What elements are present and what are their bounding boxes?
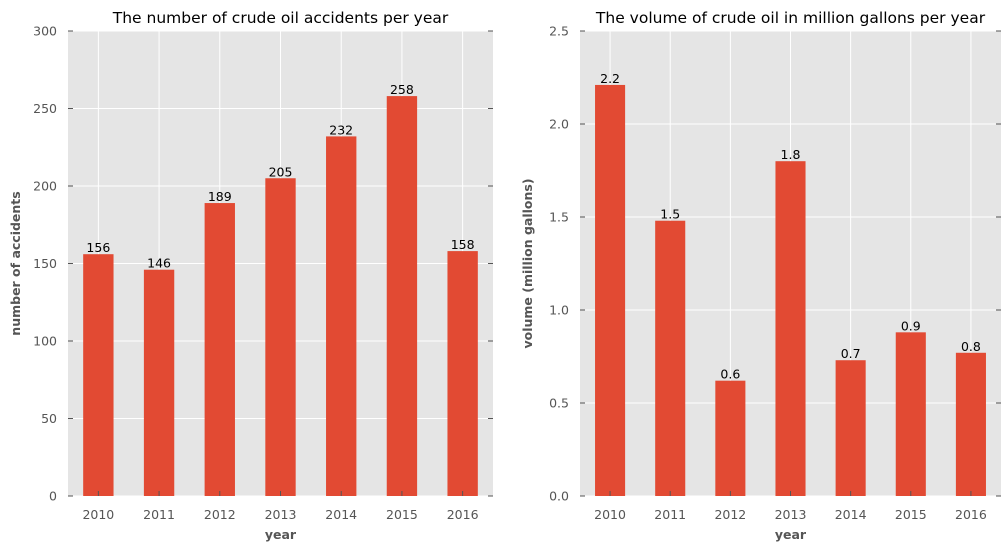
bar-2010 — [83, 254, 114, 496]
bar-2011 — [143, 269, 175, 496]
bar-2012 — [715, 380, 746, 496]
x-tick-label: 2016 — [955, 507, 987, 522]
x-tick-label: 2010 — [594, 507, 626, 522]
data-label-2014: 232 — [329, 122, 353, 137]
x-tick-label: 2014 — [835, 507, 867, 522]
data-label-2016: 158 — [451, 237, 475, 252]
x-tick-label: 2011 — [143, 507, 175, 522]
data-label-2012: 0.6 — [720, 367, 740, 382]
bar-2012 — [204, 203, 235, 497]
x-tick-label: 2013 — [775, 507, 807, 522]
data-label-2012: 189 — [208, 189, 232, 204]
x-tick-label: 2014 — [325, 507, 357, 522]
x-tick-label: 2010 — [82, 507, 114, 522]
x-tick-label: 2012 — [714, 507, 746, 522]
y-tick-label: 100 — [33, 334, 57, 349]
data-label-2014: 0.7 — [841, 346, 861, 361]
x-tick-label: 2015 — [386, 507, 418, 522]
y-tick-label: 50 — [41, 411, 57, 426]
y-tick-label: 1.5 — [549, 210, 569, 225]
x-tick-label: 2015 — [895, 507, 927, 522]
bars — [83, 96, 478, 497]
y-tick-label: 150 — [33, 256, 57, 271]
bar-2014 — [326, 136, 357, 496]
y-axis-label: volume (million gallons) — [520, 178, 535, 348]
data-label-2013: 1.8 — [781, 147, 801, 162]
y-tick-label: 1.0 — [549, 303, 569, 318]
y-tick-label: 0.0 — [549, 489, 569, 504]
y-axis-label: number of accidents — [8, 191, 23, 335]
bar-2016 — [955, 352, 986, 496]
y-tick-label: 300 — [33, 24, 57, 39]
data-label-2010: 156 — [86, 240, 110, 255]
bar-2010 — [595, 84, 626, 496]
chart-title: The number of crude oil accidents per ye… — [112, 9, 449, 27]
x-tick-label: 2013 — [265, 507, 297, 522]
bars — [595, 84, 986, 496]
chart-title: The volume of crude oil in million gallo… — [595, 9, 986, 27]
bar-2014 — [835, 360, 866, 496]
x-axis-ticks: 2010 2011 2012 2013 2014 2015 2016 — [82, 491, 479, 522]
data-label-2015: 258 — [390, 82, 414, 97]
volume-chart: 0.00.51.01.52.02.5 2010 2011 2012 2013 2014 2… — [520, 9, 1001, 542]
data-label-2010: 2.2 — [600, 71, 620, 86]
data-label-2011: 146 — [147, 256, 171, 271]
y-tick-label: 0 — [49, 489, 57, 504]
y-tick-label: 0.5 — [549, 396, 569, 411]
y-tick-label: 2.5 — [549, 24, 569, 39]
y-axis-ticks: 0.0 0.5 1.0 1.5 2.0 2.5 — [549, 24, 1001, 504]
data-labels: 2.2 1.5 0.6 1.8 0.7 0.9 0.8 — [600, 71, 981, 382]
bar-2013 — [775, 161, 806, 496]
x-tick-label: 2016 — [447, 507, 479, 522]
bar-2013 — [265, 178, 296, 496]
y-tick-label: 200 — [33, 179, 57, 194]
data-label-2013: 205 — [269, 164, 293, 179]
data-labels: 156 146 189 205 232 258 158 — [86, 82, 474, 271]
bar-2015 — [895, 332, 926, 496]
bar-2015 — [386, 96, 418, 496]
x-axis-ticks: 2010 2011 2012 2013 2014 2015 2016 — [594, 491, 987, 522]
x-axis-label: year — [265, 527, 297, 542]
y-axis-ticks: 0 50 100 150 200 250 300 — [33, 24, 493, 504]
data-label-2011: 1.5 — [660, 207, 680, 222]
y-tick-label: 250 — [33, 101, 57, 116]
x-tick-label: 2012 — [204, 507, 236, 522]
bar-2016 — [447, 251, 478, 496]
y-tick-label: 2.0 — [549, 117, 569, 132]
bar-2011 — [655, 220, 686, 496]
data-label-2015: 0.9 — [901, 318, 921, 333]
x-axis-label: year — [775, 527, 807, 542]
x-tick-label: 2011 — [654, 507, 686, 522]
data-label-2016: 0.8 — [961, 339, 981, 354]
